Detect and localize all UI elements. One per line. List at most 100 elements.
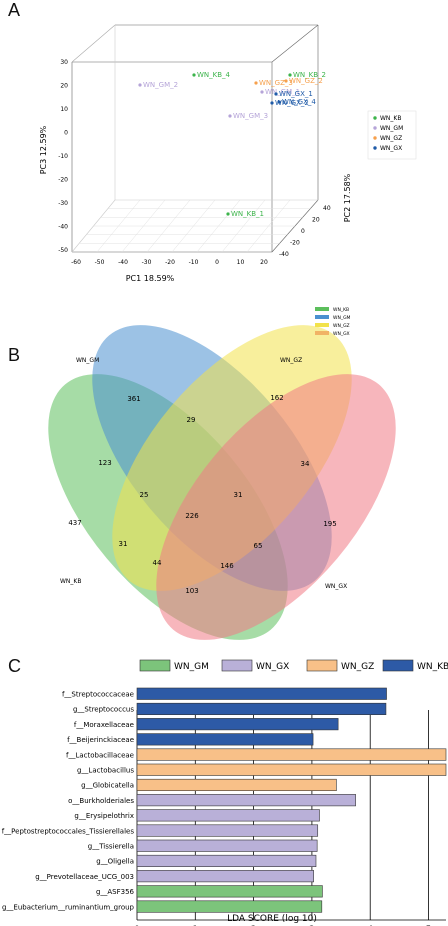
venn-legend-label: WN_GM: [333, 315, 351, 321]
pca-y-tick: -20: [290, 240, 300, 247]
lda-legend-label: WN_GX: [256, 662, 289, 672]
pca-y-tick: 20: [312, 217, 320, 224]
lda-legend-swatch: [306, 659, 338, 672]
pca-legend-label: WN_GZ: [380, 135, 402, 142]
lda-bar: [136, 702, 387, 715]
pca-x-tick: -10: [189, 259, 199, 266]
venn-set-label-kb: WN_KB: [60, 578, 81, 585]
venn-region-value: 123: [98, 459, 111, 467]
venn-region-value: 146: [220, 562, 234, 570]
pca-point: [270, 101, 274, 105]
floor-grid-line: [96, 199, 141, 253]
lda-feature-label: g__Oligella: [96, 858, 134, 866]
venn-region-value: 29: [187, 416, 196, 424]
pca-y-tick: -40: [279, 251, 289, 258]
floor-grid-line: [246, 199, 291, 253]
venn-shapes: [48, 325, 396, 640]
pca-3d-plot: -60 -50 -40 -30 -20 -10 0 10 203020100-10-20-30-…: [39, 24, 417, 283]
venn-legend-label: WN_KB: [333, 307, 349, 313]
venn-region-value: 162: [270, 394, 283, 402]
pca-z-tick: -40: [58, 224, 68, 231]
lda-bar: [136, 870, 314, 883]
lda-feature-label: g__Streptococcus: [73, 706, 134, 714]
pca-y-tick: 0: [301, 228, 305, 235]
venn-region-value: 195: [323, 520, 336, 528]
floor-grid-line: [171, 199, 216, 253]
lda-feature-label: g__Globicatella: [81, 782, 134, 790]
panel-letter-c: C: [8, 656, 21, 676]
pca-ticks: -60 -50 -40 -30 -20 -10 0 10 203020100-10-20-30-…: [58, 59, 331, 266]
venn-region-value: 44: [153, 559, 162, 567]
lda-bar: [136, 718, 339, 731]
pca-legend-marker: [373, 146, 377, 150]
lda-bar: [136, 748, 447, 761]
venn-region-value: 65: [254, 542, 263, 550]
venn-legend-swatch: [315, 315, 329, 319]
lda-feature-label: f__Moraxellaceae: [74, 721, 134, 729]
lda-bar: [136, 854, 317, 867]
venn-region-values: 361 162 29 123 34 25 31 437 195 226 65 31 44 146 103: [68, 394, 336, 595]
pca-x-tick: 10: [237, 259, 245, 266]
pca-point-label: WN_GM_3: [233, 112, 268, 120]
pca-legend-label: WN_GM: [380, 125, 403, 132]
lda-feature-label: g__Erysipelothrix: [74, 812, 134, 820]
pca-x-tick: 20: [260, 259, 268, 266]
pca-point-label: WN_KB_1: [231, 210, 264, 218]
floor-grid-line: [196, 199, 241, 253]
pca-z-tick: -20: [58, 177, 68, 184]
lda-legend-label: WN_GM: [174, 662, 209, 672]
venn-diagram: WN_KB WN_GM WN_GZ WN_GX 361 162 29 123 34 25 31 43…: [48, 307, 396, 640]
pca-point-label: WN_GZ_2: [289, 77, 323, 85]
lda-bar: [136, 794, 356, 807]
lda-bar: [136, 839, 318, 852]
pca-legend: WN_KB WN_GM WN_GZ WN_GX: [367, 110, 417, 160]
pca-x-tick: -30: [142, 259, 152, 266]
lda-feature-labels: f__Streptococcaceae g__Streptococcus f__Mo…: [2, 691, 135, 912]
venn-region-value: 361: [127, 395, 140, 403]
lda-legend-swatch: [221, 659, 253, 672]
venn-set-label-gx: WN_GX: [325, 583, 347, 590]
lda-feature-label: g__Tissierella: [88, 843, 134, 851]
pca-point: [277, 100, 281, 104]
floor-grid-line: [121, 199, 166, 253]
pca-point: [192, 73, 196, 77]
lda-feature-label: f__Peptostreptococcales_Tissierellales: [2, 827, 135, 835]
venn-legend-label: WN_GZ: [333, 323, 350, 329]
lda-bar: [136, 778, 337, 791]
venn-region-value: 226: [185, 512, 199, 520]
venn-set-label-gz: WN_GZ: [280, 357, 302, 364]
venn-legend-swatch: [315, 323, 329, 327]
pca-legend-label: WN_KB: [380, 115, 401, 122]
lda-legend: WN_GM WN_GX WN_GZ WN_KB: [139, 659, 448, 672]
pca-point: [288, 73, 292, 77]
pca-z-tick: 20: [60, 83, 68, 90]
pca-z-tick: 10: [60, 106, 68, 113]
lda-bar: [136, 687, 387, 700]
lda-feature-label: f__Streptococcaceae: [62, 691, 134, 699]
venn-legend-label: WN_GX: [333, 331, 350, 337]
floor-grid-line: [146, 199, 191, 253]
pca-point: [284, 79, 288, 83]
pca-legend-marker: [373, 116, 377, 120]
pca-x-tick: -20: [165, 259, 175, 266]
pca-x-axis-label: PC1 18.59%: [126, 274, 175, 283]
lda-bar: [136, 733, 314, 746]
pca-point: [254, 81, 258, 85]
pca-x-tick: -60: [71, 259, 81, 266]
pca-z-axis-label: PC3 12.59%: [39, 125, 48, 174]
lda-bar: [136, 900, 323, 913]
lda-feature-label: g__Prevotellaceae_UCG_003: [35, 873, 134, 881]
venn-legend-swatch: [315, 307, 329, 311]
venn-region-value: 25: [140, 491, 149, 499]
lda-bar: [136, 885, 323, 898]
pca-z-tick: 30: [60, 59, 68, 66]
lda-feature-label: f__Beijerinckiaceae: [67, 736, 134, 744]
venn-region-value: 103: [185, 587, 198, 595]
pca-z-tick: -30: [58, 200, 68, 207]
lda-bar: [136, 763, 447, 776]
lda-legend-swatch: [139, 659, 171, 672]
pca-legend-marker: [373, 136, 377, 140]
lda-feature-label: g__Lactobacillus: [77, 767, 134, 775]
pca-point-label: WN_GM_1: [265, 88, 300, 96]
floor-grid-line: [221, 199, 266, 253]
